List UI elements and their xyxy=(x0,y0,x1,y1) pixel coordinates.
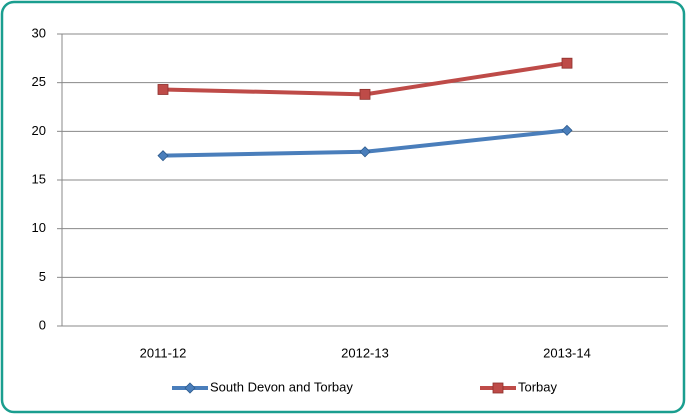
data-point xyxy=(359,88,371,100)
y-tick-label: 25 xyxy=(32,74,46,89)
data-point xyxy=(359,146,371,158)
legend-marker xyxy=(492,382,504,394)
legend-marker xyxy=(184,382,196,394)
data-point xyxy=(157,150,169,162)
y-tick-label: 0 xyxy=(39,317,46,332)
data-point xyxy=(561,124,573,136)
data-point xyxy=(561,57,573,69)
y-tick-label: 15 xyxy=(32,171,46,186)
x-tick-label: 2012-13 xyxy=(341,345,389,360)
legend-label: Torbay xyxy=(518,379,558,394)
y-tick-label: 5 xyxy=(39,269,46,284)
data-point xyxy=(157,84,169,95)
y-tick-label: 30 xyxy=(32,25,46,40)
legend-label: South Devon and Torbay xyxy=(210,379,353,394)
y-tick-label: 10 xyxy=(32,220,46,235)
y-tick-label: 20 xyxy=(32,123,46,138)
x-tick-label: 2011-12 xyxy=(140,345,187,360)
x-tick-label: 2013-14 xyxy=(543,345,591,360)
